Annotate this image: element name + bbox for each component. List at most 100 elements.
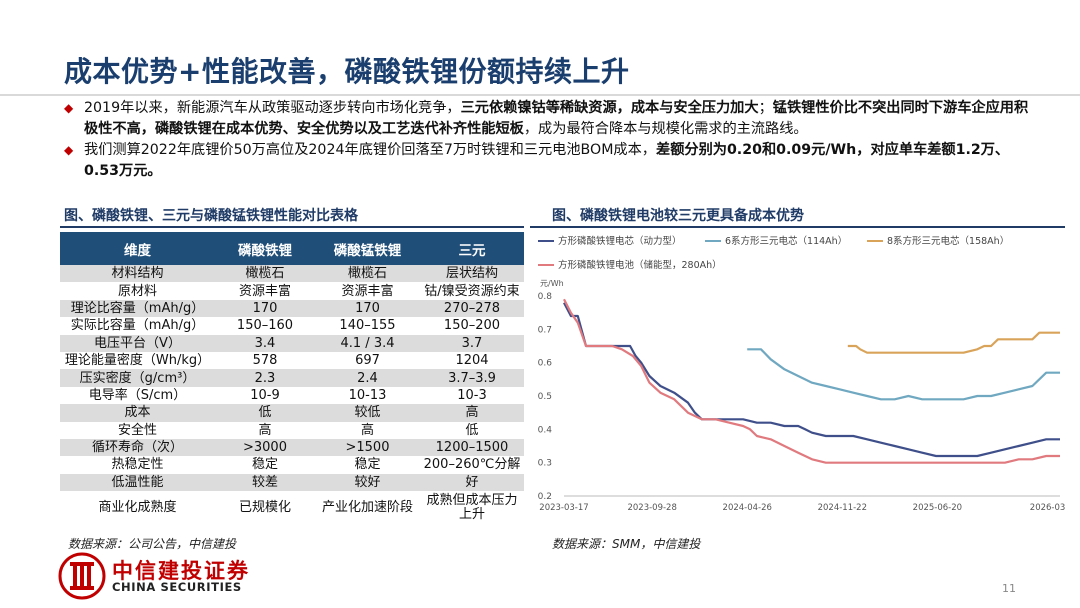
- y-tick-label: 0.4: [538, 425, 553, 435]
- legend-label: 8系方形三元电芯（158Ah）: [887, 235, 1009, 247]
- x-tick-label: 2026-03-06: [1030, 503, 1065, 513]
- page-title: 成本优势+性能改善，磷酸铁锂份额持续上升: [64, 55, 630, 88]
- table-cell: 高: [315, 421, 420, 439]
- x-tick-label: 2023-09-28: [627, 503, 676, 513]
- table-cell: 低: [215, 404, 315, 422]
- table-cell: 层状结构: [420, 265, 524, 283]
- table-cell: >3000: [215, 438, 315, 457]
- header-cell: 磷酸锰铁锂: [315, 232, 420, 265]
- table-cell: 低温性能: [60, 473, 215, 492]
- table-cell: 270–278: [420, 299, 524, 318]
- table-row: 原材料 资源丰富 资源丰富 钴/镍受资源约束: [60, 282, 524, 300]
- bullet-segment: 我们测算2022年底锂价50万高位及2024年底锂价回落至7万时铁锂和三元电池B…: [84, 142, 656, 158]
- table-cell: 已规模化: [215, 491, 315, 526]
- citic-logo-icon: [58, 552, 106, 600]
- table-cell: 10-13: [315, 386, 420, 405]
- table-source: 数据来源：公司公告，中信建投: [68, 537, 237, 551]
- table-row: 理论能量密度（Wh/kg） 578 697 1204: [60, 351, 524, 370]
- table-cell: 成本: [60, 404, 215, 422]
- table-row: 电导率（S/cm） 10-9 10-13 10-3: [60, 386, 524, 405]
- table-body: 材料结构 橄榄石 橄榄石 层状结构 原材料 资源丰富 资源丰富 钴/镍受资源约束 理论比容量（m…: [60, 265, 524, 526]
- table-cell: 循环寿命（次）: [60, 438, 215, 457]
- table-cell: 橄榄石: [315, 265, 420, 283]
- table-cell: 好: [420, 473, 524, 492]
- company-name-en: CHINA SECURITIES: [112, 580, 242, 594]
- table-cell: 材料结构: [60, 265, 215, 283]
- chart-source: 数据来源：SMM，中信建投: [552, 537, 701, 551]
- table-cell: 较低: [315, 404, 420, 422]
- table-cell: 高: [420, 404, 524, 422]
- page-number: 11: [1002, 582, 1016, 595]
- chart-caption-rule: [530, 226, 1065, 228]
- table-cell: 170: [215, 299, 315, 318]
- bullet-bold-segment: 差额分别为0.20和0.09元/Wh，对应单车差额1.2万、0.53万元。: [84, 142, 1010, 179]
- bullet-segment: ；: [758, 100, 773, 116]
- table-cell: 实际比容量（mAh/g）: [60, 317, 215, 335]
- table-cell: 较差: [215, 473, 315, 492]
- series-line-0: [563, 302, 1060, 458]
- bullet-text: 我们测算2022年底锂价50万高位及2024年底锂价回落至7万时铁锂和三元电池B…: [84, 142, 1009, 179]
- legend-label: 6系方形三元电芯（114Ah）: [725, 235, 847, 247]
- table-row: 商业化成熟度 已规模化 产业化加速阶段 成熟但成本压力上升: [60, 491, 524, 526]
- y-axis-label: 元/Wh: [540, 279, 564, 288]
- chart-caption: 图、磷酸铁锂电池较三元更具备成本优势: [552, 208, 804, 224]
- table-row: 理论比容量（mAh/g） 170 170 270–278: [60, 299, 524, 318]
- bullet-segment: ，成为最符合降本与规模化需求的主流路线。: [523, 121, 808, 137]
- table-cell: 产业化加速阶段: [315, 491, 420, 526]
- table-row: 实际比容量（mAh/g） 150–160 140–155 150–200: [60, 317, 524, 335]
- table-cell: 4.1 / 3.4: [315, 334, 420, 352]
- bullet-text: 2019年以来，新能源汽车从政策驱动逐步转向市场化竞争，三元依赖镍钴等稀缺资源，…: [84, 100, 1028, 137]
- table-cell: 电导率（S/cm）: [60, 386, 215, 405]
- table-cell: 理论比容量（mAh/g）: [60, 299, 215, 318]
- header-cell: 三元: [420, 232, 524, 265]
- table-cell: 150–200: [420, 317, 524, 335]
- comparison-table: 维度 磷酸铁锂 磷酸锰铁锂 三元 材料结构 橄榄石 橄榄石 层状结构 原材料 资源丰富 资源…: [60, 232, 524, 526]
- bullet-item: ◆ 2019年以来，新能源汽车从政策驱动逐步转向市场化竞争，三元依赖镍钴等稀缺资源…: [64, 98, 1039, 140]
- table-cell: 理论能量密度（Wh/kg）: [60, 351, 215, 370]
- table-cell: 3.4: [215, 334, 315, 352]
- table-row: 电压平台（V） 3.4 4.1 / 3.4 3.7: [60, 334, 524, 352]
- table-row: 循环寿命（次） >3000 >1500 1200–1500: [60, 438, 524, 457]
- table-cell: 2.4: [315, 369, 420, 387]
- table-cell: 140–155: [315, 317, 420, 335]
- table-row: 材料结构 橄榄石 橄榄石 层状结构: [60, 265, 524, 283]
- title-divider: [0, 94, 1080, 96]
- table-row: 成本低较低高: [60, 404, 524, 422]
- table-cell: 高: [215, 421, 315, 439]
- table-cell: 1200–1500: [420, 438, 524, 457]
- bullet-segment: 2019年以来，新能源汽车从政策驱动逐步转向市场化竞争，: [84, 100, 461, 116]
- table-cell: 成熟但成本压力上升: [420, 491, 524, 526]
- table-row: 热稳定性 稳定 稳定 200–260℃分解: [60, 456, 524, 474]
- bullet-bold-segment: 三元依赖镍钴等稀缺资源，成本与安全压力加大: [460, 100, 759, 116]
- table-cell: 压实密度（g/cm³）: [60, 369, 215, 387]
- table-cell: 资源丰富: [215, 282, 315, 300]
- y-tick-label: 0.8: [538, 292, 553, 302]
- diamond-bullet-icon: ◆: [64, 143, 74, 157]
- bullet-bold-segment: 锰铁锂性价比不突出同时下游车企应用积极性不高，磷酸铁锂在成本优势、安全优势以及工…: [84, 100, 1029, 137]
- bullet-list: ◆ 2019年以来，新能源汽车从政策驱动逐步转向市场化竞争，三元依赖镍钴等稀缺资源…: [64, 98, 1039, 182]
- table-cell: 安全性: [60, 421, 215, 439]
- table-cell: 150–160: [215, 317, 315, 335]
- header-cell: 维度: [60, 232, 215, 265]
- bullet-item: ◆ 我们测算2022年底锂价50万高位及2024年底锂价回落至7万时铁锂和三元电池…: [64, 140, 1039, 182]
- y-tick-label: 0.3: [538, 459, 552, 469]
- table-row: 压实密度（g/cm³） 2.3 2.4 3.7–3.9: [60, 369, 524, 387]
- table-cell: 200–260℃分解: [420, 456, 524, 474]
- table-row: 低温性能 较差 较好好: [60, 473, 524, 492]
- table-cell: 578: [215, 351, 315, 370]
- company-name-cn: 中信建投证券: [112, 559, 250, 583]
- table-cell: 170: [315, 299, 420, 318]
- x-tick-label: 2025-06-20: [913, 503, 962, 513]
- table-cell: 低: [420, 421, 524, 439]
- diamond-bullet-icon: ◆: [64, 101, 74, 115]
- legend-label: 方形磷酸铁锂电芯（动力型）: [558, 235, 682, 247]
- table-cell: 较好: [315, 473, 420, 492]
- table-cell: 10-9: [215, 386, 315, 405]
- table-cell: 10-3: [420, 386, 524, 405]
- x-tick-label: 2024-11-22: [818, 503, 867, 513]
- table-header-row: 维度 磷酸铁锂 磷酸锰铁锂 三元: [60, 232, 524, 265]
- table-cell: 1204: [420, 351, 524, 370]
- y-tick-label: 0.5: [538, 392, 552, 402]
- x-tick-label: 2024-04-26: [723, 503, 772, 513]
- y-tick-label: 0.6: [538, 359, 553, 369]
